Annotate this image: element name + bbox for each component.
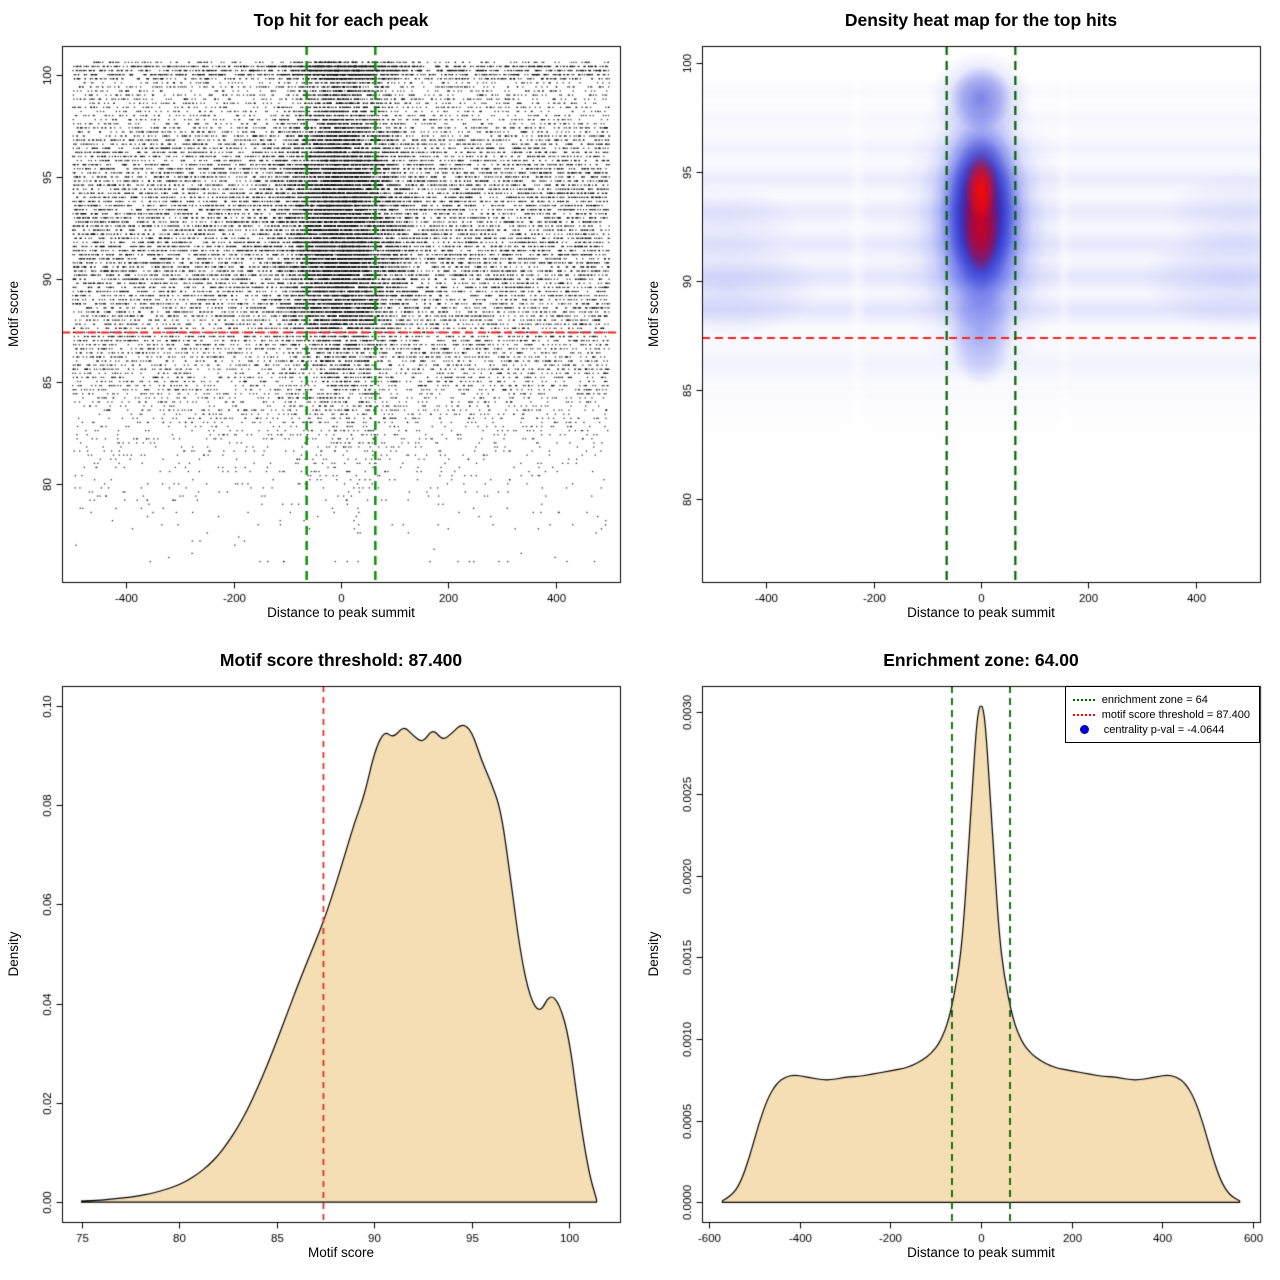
distance-density-title: Enrichment zone: 64.00	[883, 650, 1079, 670]
distance-density-ylabel: Density	[646, 931, 661, 977]
legend-label-centrality-pval: centrality p-val = -4.0644	[1103, 723, 1225, 736]
scatter-canvas	[0, 0, 640, 640]
heatmap-xlabel: Distance to peak summit	[907, 605, 1055, 620]
score-density-canvas	[0, 640, 640, 1280]
distance-density-xlabel: Distance to peak summit	[907, 1245, 1055, 1260]
panel-top-hits-scatter: Top hit for each peak Distance to peak s…	[0, 0, 640, 640]
scatter-ylabel: Motif score	[6, 280, 21, 348]
heatmap-title: Density heat map for the top hits	[844, 10, 1118, 30]
legend-swatch-1	[1072, 713, 1095, 716]
legend-item-motif-score-threshold: motif score threshold = 87.400	[1072, 707, 1250, 722]
scatter-xlabel: Distance to peak summit	[267, 605, 415, 620]
legend-swatch-2	[1080, 725, 1090, 734]
scatter-title: Top hit for each peak	[253, 10, 429, 30]
score-density-title: Motif score threshold: 87.400	[219, 650, 463, 670]
panel-motif-score-density: Motif score threshold: 87.400 Motif scor…	[0, 640, 640, 1280]
panel-enrichment-zone-density: Enrichment zone: 64.00 Distance to peak …	[640, 640, 1280, 1280]
legend-item-enrichment-zone: enrichment zone = 64	[1072, 692, 1250, 707]
score-density-ylabel: Density	[6, 931, 21, 977]
score-density-xlabel: Motif score	[307, 1245, 375, 1260]
heatmap-ylabel: Motif score	[646, 280, 661, 348]
distance-density-canvas	[640, 640, 1280, 1280]
legend-swatch-0	[1072, 698, 1095, 701]
legend-label-enrichment-zone: enrichment zone = 64	[1101, 693, 1208, 706]
legend-item-centrality-pval: centrality p-val = -4.0644	[1073, 722, 1250, 737]
legend: enrichment zone = 64 motif score thresho…	[1064, 686, 1260, 743]
heatmap-canvas	[640, 0, 1280, 640]
panel-density-heatmap: Density heat map for the top hits Distan…	[640, 0, 1280, 640]
legend-label-motif-score-threshold: motif score threshold = 87.400	[1101, 708, 1250, 721]
